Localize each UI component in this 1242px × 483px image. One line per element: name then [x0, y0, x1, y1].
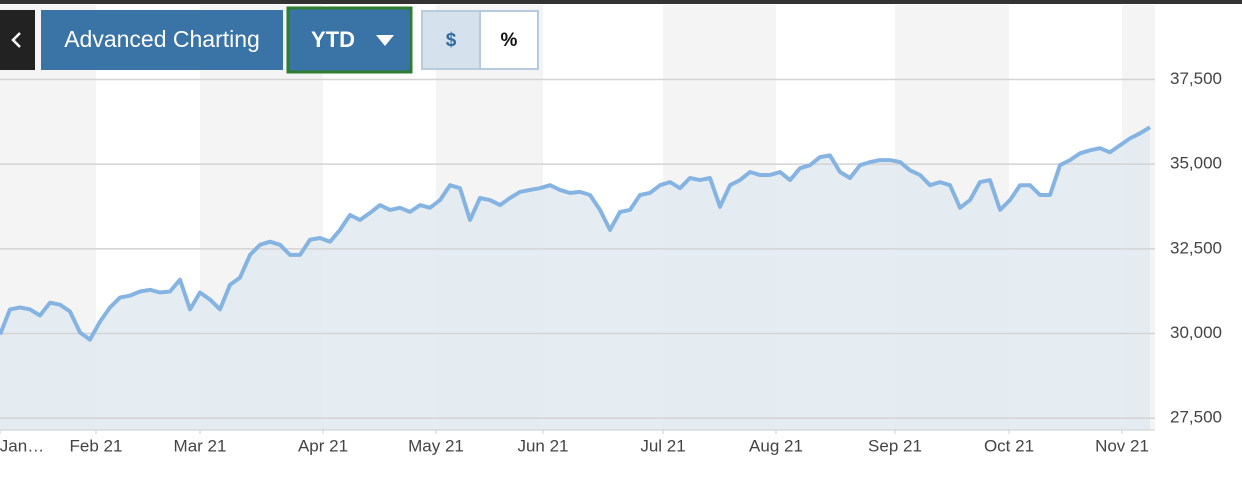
y-tick-label: 27,500 [1170, 408, 1222, 427]
range-dropdown[interactable] [286, 6, 413, 74]
mode-label: $ [446, 30, 457, 51]
x-tick-label: Mar 21 [174, 436, 227, 455]
top-bar [0, 0, 1242, 4]
mode-button[interactable] [421, 10, 481, 70]
back-button[interactable] [0, 10, 35, 70]
x-tick-label: Sep 21 [868, 436, 922, 455]
plot: 27,500 30,000 32,500 35,000 37,500 Jan… Feb 21… [0, 5, 1222, 455]
y-tick-label: 32,500 [1170, 238, 1222, 257]
y-tick-label: 35,000 [1170, 154, 1222, 173]
area-fill [0, 127, 1150, 431]
series-line [0, 125, 1152, 342]
y-tick-label: 37,500 [1170, 69, 1222, 88]
dropdown-arrow [376, 35, 394, 46]
x-tick-label: Jan… [0, 436, 44, 455]
mode-label: % [501, 30, 518, 51]
x-tick-label: Jun 21 [517, 436, 568, 455]
mode-button[interactable] [479, 10, 539, 70]
x-tick-label: May 21 [408, 436, 464, 455]
back-icon [11, 32, 21, 48]
toolbar: Advanced Charting YTD $ % [0, 6, 539, 74]
x-tick-label: Jul 21 [640, 436, 685, 455]
x-tick-label: Apr 21 [298, 436, 348, 455]
y-tick-label: 30,000 [1170, 323, 1222, 342]
x-tick-label: Aug 21 [749, 436, 803, 455]
title-button[interactable] [41, 10, 283, 70]
x-tick-label: Oct 21 [984, 436, 1034, 455]
x-tick-label: Nov 21 [1095, 436, 1149, 455]
toolbar-title: Advanced Charting [64, 26, 260, 52]
range-label: YTD [311, 27, 355, 52]
x-tick-label: Feb 21 [70, 436, 123, 455]
